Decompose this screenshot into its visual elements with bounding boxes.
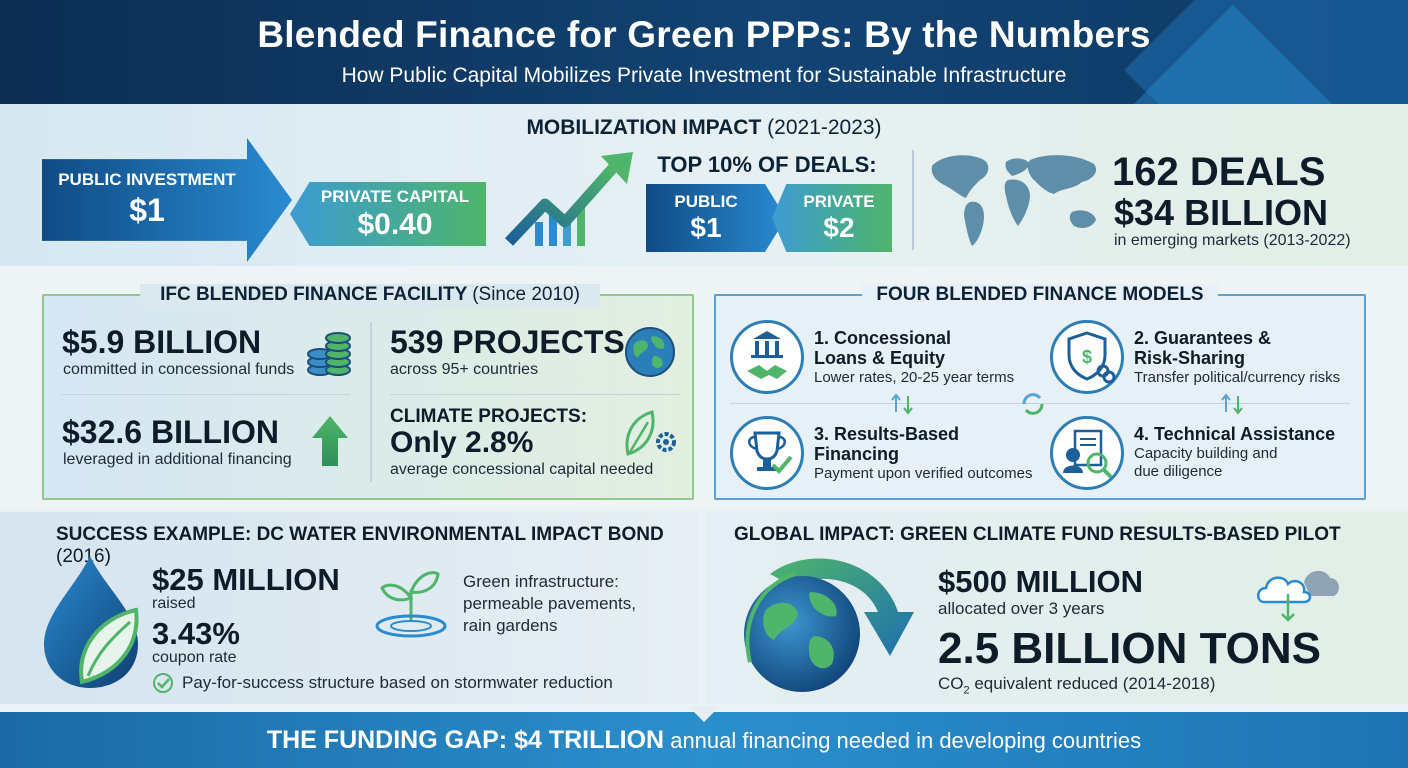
dc-green-line2: permeable pavements,	[463, 594, 636, 613]
model-1-description: Lower rates, 20-25 year terms	[814, 369, 1015, 386]
divider	[370, 322, 372, 482]
document-magnifier-icon	[1050, 416, 1124, 490]
coins-icon	[307, 332, 351, 376]
climate-projects-title: CLIMATE PROJECTS:	[390, 406, 588, 427]
bank-handshake-icon	[730, 320, 804, 394]
earth-arrow-icon	[744, 558, 914, 692]
top-deals-private-box: PRIVATE $2	[772, 184, 892, 252]
model-3-title-line1: 3. Results-Based	[814, 424, 960, 444]
models-card-title: FOUR BLENDED FINANCE MODELS	[862, 284, 1218, 308]
funding-gap-text: THE FUNDING GAP: $4 TRILLION annual fina…	[266, 726, 1142, 754]
divider	[730, 403, 1350, 404]
growth-chart-icon	[505, 152, 633, 246]
svg-text:$: $	[1082, 347, 1092, 367]
public-investment-value: $1	[129, 192, 165, 228]
divider	[912, 150, 914, 250]
divider	[390, 394, 680, 395]
top-deals-public-arrow: PUBLIC $1	[646, 184, 786, 252]
page-subtitle: How Public Capital Mobilizes Private Inv…	[341, 64, 1067, 87]
globe-icon	[625, 327, 675, 377]
model-3-title-line2: Financing	[814, 444, 899, 464]
deals-note: in emerging markets (2013-2022)	[1114, 232, 1351, 249]
swap-arrows-icon	[1221, 393, 1243, 415]
committed-value: $5.9 BILLION	[62, 324, 262, 360]
cloud-download-icon	[1257, 570, 1339, 622]
page-title: Blended Finance for Green PPPs: By the N…	[257, 14, 1151, 55]
top-deals-public-label: PUBLIC	[674, 192, 738, 211]
deals-count: 162 DEALS	[1112, 150, 1326, 194]
private-capital-label: PRIVATE CAPITAL	[320, 187, 470, 206]
model-1-title-line2: Loans & Equity	[814, 348, 946, 368]
shield-chain-icon: $	[1050, 320, 1124, 394]
ifc-card	[42, 294, 694, 500]
dc-water-title: SUCCESS EXAMPLE: DC WATER ENVIRONMENTAL …	[56, 524, 664, 567]
up-arrow-icon	[312, 416, 348, 466]
top-deals-private-label: PRIVATE	[803, 192, 875, 211]
gcf-allocated-value: $500 MILLION	[938, 564, 1143, 599]
check-circle-icon	[153, 673, 173, 693]
top-deals-public-value: $1	[690, 212, 722, 243]
climate-projects-value: Only 2.8%	[390, 426, 534, 459]
mobilization-title: MOBILIZATION IMPACT (2021-2023)	[526, 116, 882, 139]
model-2-title-line2: Risk-Sharing	[1134, 348, 1246, 368]
deals-value: $34 BILLION	[1114, 192, 1329, 233]
dc-coupon-label: coupon rate	[152, 649, 237, 666]
water-drop-leaf-icon	[44, 556, 139, 688]
model-4-description-line1: Capacity building and	[1134, 445, 1278, 462]
gcf-tons-value: 2.5 BILLION TONS	[938, 624, 1322, 673]
leveraged-label: leveraged in additional financing	[63, 451, 292, 468]
projects-label: across 95+ countries	[390, 361, 539, 378]
private-capital-value: $0.40	[357, 208, 433, 241]
top-deals-title: TOP 10% OF DEALS:	[657, 152, 877, 177]
model-4-description-line2: due diligence	[1134, 463, 1223, 480]
model-3-description: Payment upon verified outcomes	[814, 465, 1033, 482]
gcf-allocated-label: allocated over 3 years	[938, 599, 1105, 618]
gcf-title: GLOBAL IMPACT: GREEN CLIMATE FUND RESULT…	[734, 524, 1341, 545]
leveraged-value: $32.6 BILLION	[62, 414, 279, 450]
world-map-icon	[931, 155, 1097, 246]
top-deals-private-value: $2	[823, 212, 855, 243]
projects-value: 539 PROJECTS	[390, 324, 625, 360]
model-2-description: Transfer political/currency risks	[1134, 369, 1341, 386]
model-2-title-line1: 2. Guarantees &	[1134, 328, 1272, 348]
trophy-check-icon	[730, 416, 804, 490]
committed-label: committed in concessional funds	[63, 361, 295, 378]
gcf-co2-label: CO2 equivalent reduced (2014-2018)	[938, 674, 1216, 697]
climate-projects-label: average concessional capital needed	[390, 461, 654, 478]
ifc-card-title: IFC BLENDED FINANCE FACILITY (Since 2010…	[140, 284, 600, 308]
divider	[62, 394, 350, 395]
dc-green-line1: Green infrastructure:	[463, 572, 619, 591]
private-capital-box: PRIVATE CAPITAL $0.40	[290, 182, 486, 246]
model-4-title-line1: 4. Technical Assistance	[1134, 424, 1336, 444]
cycle-arrows-icon	[1022, 393, 1044, 415]
leaf-gear-icon	[625, 410, 676, 456]
dc-green-line3: rain gardens	[463, 616, 558, 635]
header-banner: Blended Finance for Green PPPs: By the N…	[0, 0, 1408, 104]
sprout-icon	[375, 571, 447, 638]
model-1-title-line1: 1. Concessional	[814, 328, 952, 348]
swap-arrows-icon	[891, 393, 913, 415]
dc-raised-label: raised	[152, 595, 196, 612]
dc-coupon-value: 3.43%	[152, 616, 240, 651]
dc-raised-value: $25 MILLION	[152, 562, 340, 597]
dc-check-note: Pay-for-success structure based on storm…	[182, 673, 613, 692]
public-investment-label: PUBLIC INVESTMENT	[58, 170, 236, 189]
